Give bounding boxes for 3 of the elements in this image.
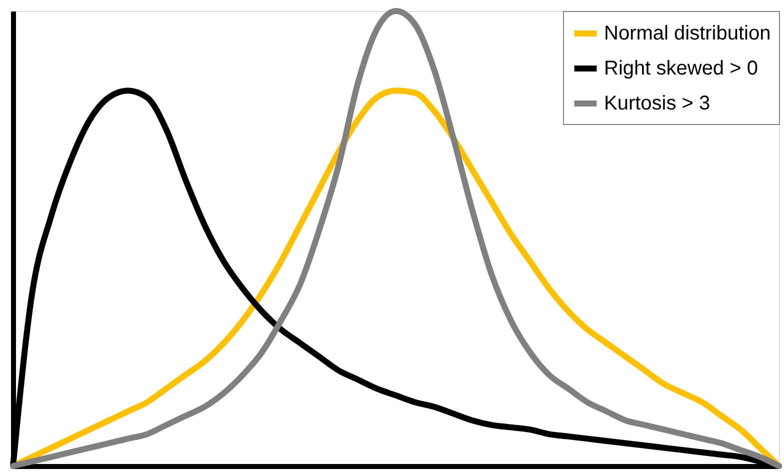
- legend-label: Kurtosis > 3: [604, 92, 710, 114]
- legend-label: Normal distribution: [604, 22, 771, 44]
- legend-label: Right skewed > 0: [604, 58, 758, 80]
